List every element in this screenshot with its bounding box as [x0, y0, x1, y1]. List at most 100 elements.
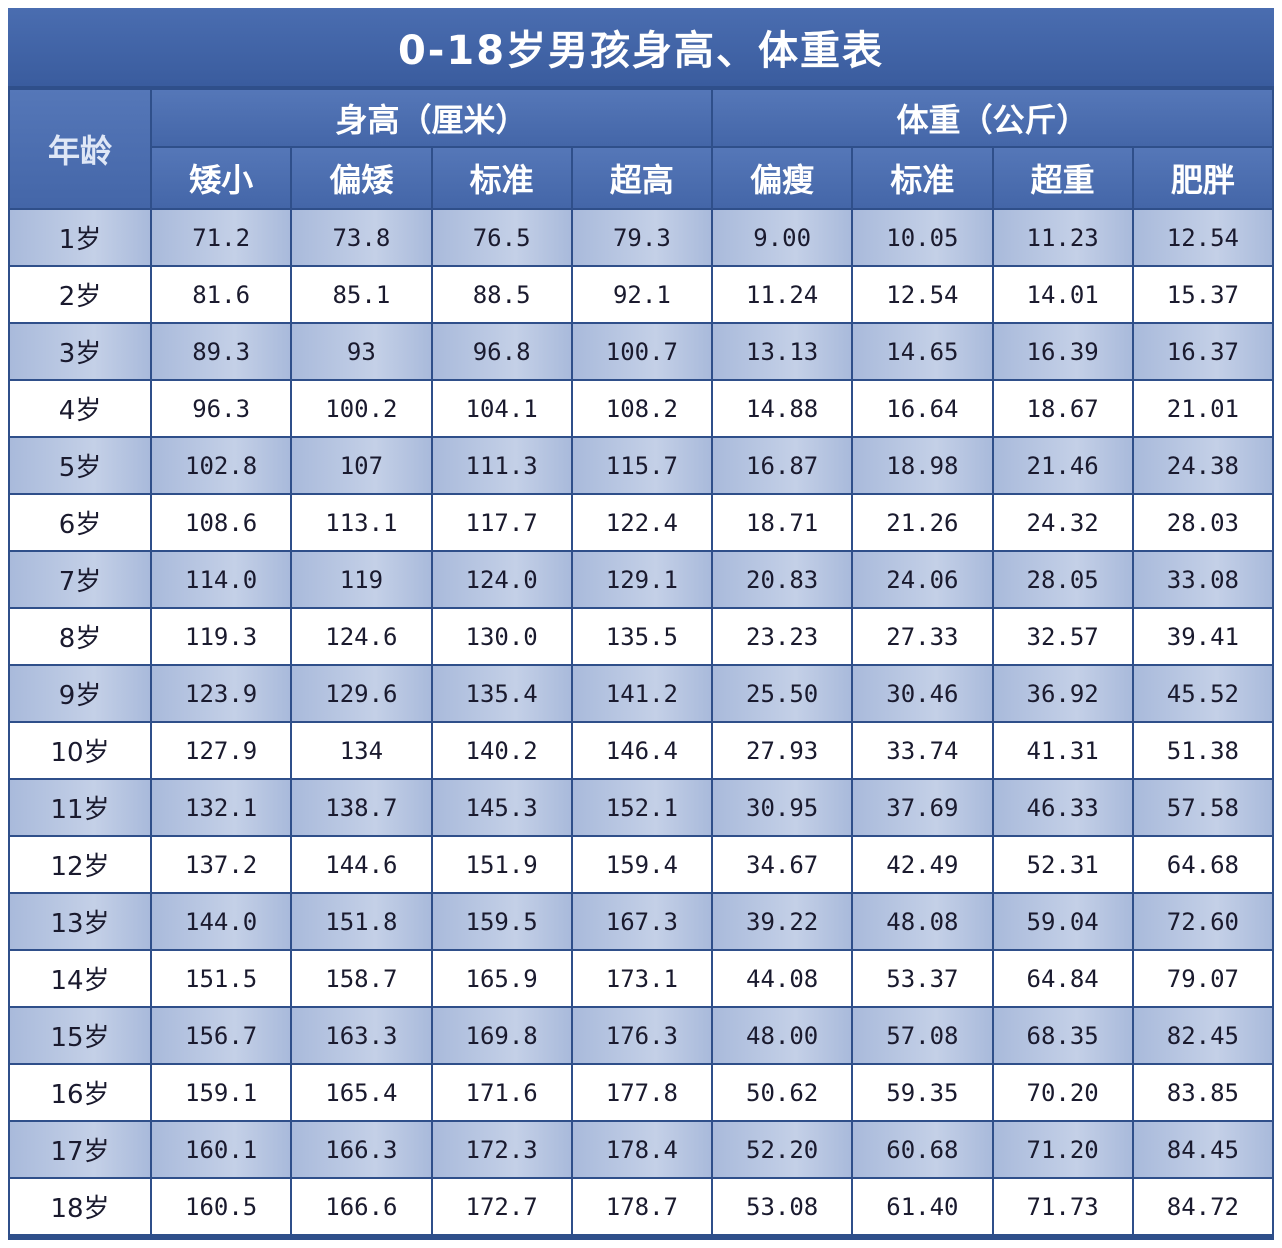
height-cell: 123.9	[152, 666, 291, 721]
weight-cell: 27.33	[853, 609, 992, 664]
height-cell: 88.5	[432, 267, 571, 322]
weight-cell: 39.41	[1133, 609, 1272, 664]
weight-cell: 11.23	[993, 210, 1132, 265]
height-cell: 130.0	[432, 609, 571, 664]
height-cell: 176.3	[572, 1008, 711, 1063]
weight-cell: 14.01	[993, 267, 1132, 322]
weight-cell: 70.20	[993, 1065, 1132, 1120]
table-row: 12岁 137.2 144.6 151.9 159.4 34.67 42.49 52.31 64…	[10, 837, 1272, 892]
height-cell: 73.8	[292, 210, 431, 265]
height-cell: 165.9	[432, 951, 571, 1006]
table-row: 15岁 156.7 163.3 169.8 176.3 48.00 57.08 68.35 82…	[10, 1008, 1272, 1063]
weight-cell: 46.33	[993, 780, 1132, 835]
weight-cell: 14.88	[713, 381, 852, 436]
weight-cell: 24.32	[993, 495, 1132, 550]
weight-cell: 16.87	[713, 438, 852, 493]
age-cell: 2岁	[10, 267, 150, 322]
height-cell: 156.7	[152, 1008, 291, 1063]
height-cell: 177.8	[572, 1065, 711, 1120]
weight-cell: 28.03	[1133, 495, 1272, 550]
table-row: 4岁 96.3 100.2 104.1 108.2 14.88 16.64 18.67 21.0…	[10, 381, 1272, 436]
weight-cell: 14.65	[853, 324, 992, 379]
weight-cell: 71.73	[993, 1179, 1132, 1234]
table-row: 6岁 108.6 113.1 117.7 122.4 18.71 21.26 24.32 28.…	[10, 495, 1272, 550]
weight-cell: 28.05	[993, 552, 1132, 607]
height-cell: 152.1	[572, 780, 711, 835]
weight-cell: 37.69	[853, 780, 992, 835]
weight-cell: 23.23	[713, 609, 852, 664]
height-cell: 100.2	[292, 381, 431, 436]
weight-cell: 21.01	[1133, 381, 1272, 436]
height-cell: 104.1	[432, 381, 571, 436]
weight-cell: 82.45	[1133, 1008, 1272, 1063]
weight-cell: 42.49	[853, 837, 992, 892]
weight-cell: 27.93	[713, 723, 852, 778]
height-cell: 135.4	[432, 666, 571, 721]
weight-cell: 53.08	[713, 1179, 852, 1234]
age-cell: 1岁	[10, 210, 150, 265]
height-cell: 85.1	[292, 267, 431, 322]
weight-cell: 48.00	[713, 1008, 852, 1063]
table-row: 8岁 119.3 124.6 130.0 135.5 23.23 27.33 32.57 39.…	[10, 609, 1272, 664]
height-cell: 166.3	[292, 1122, 431, 1177]
weight-cell: 68.35	[993, 1008, 1132, 1063]
age-cell: 15岁	[10, 1008, 150, 1063]
weight-cell: 57.08	[853, 1008, 992, 1063]
weight-cell: 39.22	[713, 894, 852, 949]
height-cell: 96.3	[152, 381, 291, 436]
height-cell: 71.2	[152, 210, 291, 265]
age-cell: 8岁	[10, 609, 150, 664]
height-group-header: 身高（厘米）	[152, 90, 711, 146]
height-col-standard: 标准	[432, 148, 571, 208]
height-cell: 137.2	[152, 837, 291, 892]
weight-cell: 33.08	[1133, 552, 1272, 607]
weight-cell: 36.92	[993, 666, 1132, 721]
height-cell: 140.2	[432, 723, 571, 778]
weight-col-thin: 偏瘦	[713, 148, 852, 208]
weight-cell: 20.83	[713, 552, 852, 607]
weight-cell: 45.52	[1133, 666, 1272, 721]
weight-cell: 24.06	[853, 552, 992, 607]
table-row: 7岁 114.0 119 124.0 129.1 20.83 24.06 28.05 33.08	[10, 552, 1272, 607]
table-row: 17岁 160.1 166.3 172.3 178.4 52.20 60.68 71.20 84…	[10, 1122, 1272, 1177]
height-cell: 141.2	[572, 666, 711, 721]
weight-cell: 84.72	[1133, 1179, 1272, 1234]
weight-cell: 59.35	[853, 1065, 992, 1120]
age-cell: 14岁	[10, 951, 150, 1006]
weight-cell: 52.20	[713, 1122, 852, 1177]
table-row: 10岁 127.9 134 140.2 146.4 27.93 33.74 41.31 51.3…	[10, 723, 1272, 778]
age-cell: 10岁	[10, 723, 150, 778]
height-cell: 151.5	[152, 951, 291, 1006]
weight-cell: 57.58	[1133, 780, 1272, 835]
weight-cell: 13.13	[713, 324, 852, 379]
weight-cell: 12.54	[853, 267, 992, 322]
table-row: 16岁 159.1 165.4 171.6 177.8 50.62 59.35 70.20 83…	[10, 1065, 1272, 1120]
height-cell: 129.1	[572, 552, 711, 607]
weight-cell: 53.37	[853, 951, 992, 1006]
height-cell: 81.6	[152, 267, 291, 322]
height-cell: 160.1	[152, 1122, 291, 1177]
weight-cell: 51.38	[1133, 723, 1272, 778]
weight-cell: 15.37	[1133, 267, 1272, 322]
height-cell: 172.3	[432, 1122, 571, 1177]
weight-cell: 18.67	[993, 381, 1132, 436]
weight-cell: 21.26	[853, 495, 992, 550]
height-cell: 160.5	[152, 1179, 291, 1234]
table-row: 11岁 132.1 138.7 145.3 152.1 30.95 37.69 46.33 57…	[10, 780, 1272, 835]
height-col-tall: 超高	[572, 148, 711, 208]
age-cell: 5岁	[10, 438, 150, 493]
table-body: 1岁 71.2 73.8 76.5 79.3 9.00 10.05 11.23 12.54 2岁 8…	[10, 210, 1272, 1234]
height-cell: 159.4	[572, 837, 711, 892]
weight-cell: 24.38	[1133, 438, 1272, 493]
height-cell: 117.7	[432, 495, 571, 550]
height-cell: 102.8	[152, 438, 291, 493]
weight-cell: 71.20	[993, 1122, 1132, 1177]
age-cell: 11岁	[10, 780, 150, 835]
height-cell: 172.7	[432, 1179, 571, 1234]
height-cell: 178.4	[572, 1122, 711, 1177]
weight-cell: 44.08	[713, 951, 852, 1006]
height-cell: 146.4	[572, 723, 711, 778]
age-cell: 16岁	[10, 1065, 150, 1120]
weight-cell: 48.08	[853, 894, 992, 949]
height-cell: 115.7	[572, 438, 711, 493]
